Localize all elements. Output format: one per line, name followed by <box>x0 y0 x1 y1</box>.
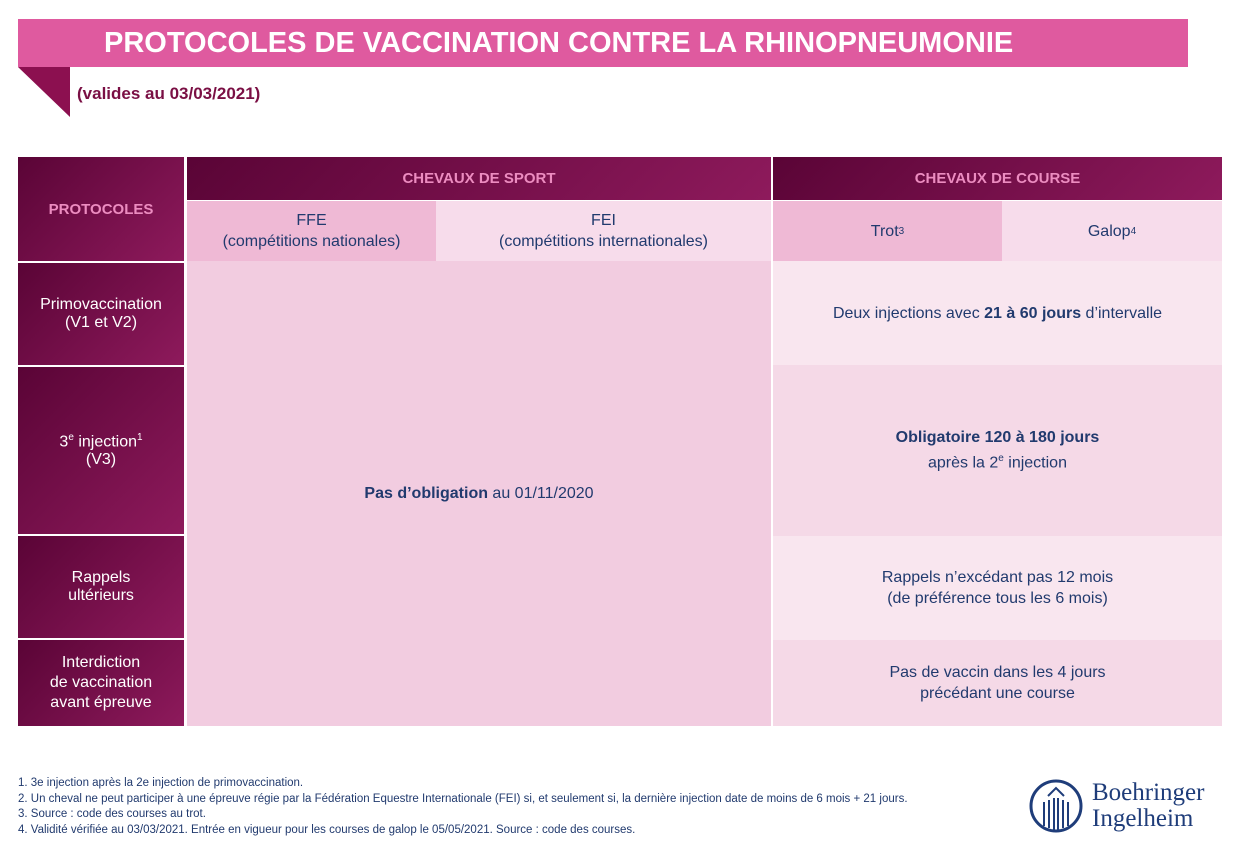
course-cell-text: Rappels n’excédant pas 12 mois <box>881 569 1114 586</box>
fei-header: FEI (compétitions internationales) <box>436 201 771 261</box>
course-cell-3e-injection: Obligatoire 120 à 180 jours après la 2e i… <box>773 365 1222 536</box>
course-cell-text: Pas de vaccin dans les 4 jours <box>889 664 1106 681</box>
row-label: Rappels <box>71 569 131 586</box>
course-cell-text: précédant une course <box>920 685 1075 702</box>
boehringer-logo: Boehringer Ingelheim <box>1028 778 1204 834</box>
row-sublabel: ultérieurs <box>68 587 134 604</box>
footnote: 3. Source : code des courses au trot. <box>18 808 206 820</box>
row-label-rappels: Rappels ultérieurs <box>18 536 184 638</box>
fei-sublabel: (compétitions internationales) <box>499 233 708 250</box>
sport-cell-text: au 01/11/2020 <box>487 485 594 502</box>
logo-text: Ingelheim <box>1092 805 1194 832</box>
row-label: 3e injection1 <box>59 431 143 451</box>
footnote: 2. Un cheval ne peut participer à une ép… <box>18 792 908 805</box>
row-label-interdiction: Interdiction de vaccination avant épreuve <box>18 640 184 726</box>
footnote-ref: 4 <box>1130 225 1137 237</box>
validity-subtitle: (valides au 03/03/2021) <box>77 84 261 103</box>
trot-label: Trot <box>870 222 899 240</box>
row-sublabel: avant épreuve <box>50 694 152 711</box>
row-label-3e-injection: 3e injection1 (V3) <box>18 367 184 534</box>
footnote: 1. 3e injection après la 2e injection de… <box>18 777 304 789</box>
title-corner-decoration <box>18 67 70 117</box>
sport-header: CHEVAUX DE SPORT <box>187 157 771 200</box>
row-label: Primovaccination <box>40 296 162 313</box>
ffe-label: FFE <box>296 212 327 229</box>
footnote-ref: 3 <box>898 225 905 237</box>
fei-label: FEI <box>591 212 616 229</box>
ffe-sublabel: (compétitions nationales) <box>222 233 401 250</box>
boehringer-emblem-icon <box>1029 779 1083 833</box>
course-cell-bold: Obligatoire 120 à 180 jours <box>895 429 1100 447</box>
row-sublabel: (V3) <box>85 451 117 469</box>
protocoles-header: PROTOCOLES <box>18 157 184 261</box>
trot-header: Trot 3 <box>773 201 1002 261</box>
page-title: PROTOCOLES DE VACCINATION CONTRE LA RHIN… <box>18 19 1188 67</box>
galop-header: Galop 4 <box>1002 201 1222 261</box>
course-cell-rappels: Rappels n’excédant pas 12 mois (de préfér… <box>773 536 1222 640</box>
sport-cell: Pas d’obligation au 01/11/2020 <box>187 261 771 726</box>
course-cell-interdiction: Pas de vaccin dans les 4 jours précédant … <box>773 640 1222 726</box>
row-sublabel: (V1 et V2) <box>64 314 138 331</box>
ffe-header: FFE (compétitions nationales) <box>187 201 436 261</box>
course-cell-text: (de préférence tous les 6 mois) <box>887 590 1108 607</box>
logo-text: Boehringer <box>1092 779 1205 806</box>
footnotes: 1. 3e injection après la 2e injection de… <box>18 776 908 838</box>
row-label: Interdiction <box>61 654 141 671</box>
course-cell-primovaccination: Deux injections avec 21 à 60 jours d’int… <box>773 261 1222 365</box>
course-header: CHEVAUX DE COURSE <box>773 157 1222 200</box>
row-label-primovaccination: Primovaccination (V1 et V2) <box>18 263 184 365</box>
sport-cell-bold: Pas d’obligation <box>364 485 488 502</box>
row-sublabel: de vaccination <box>49 674 153 691</box>
course-cell-text: après la 2e injection <box>928 453 1067 472</box>
galop-label: Galop <box>1087 222 1131 240</box>
footnote: 4. Validité vérifiée au 03/03/2021. Entr… <box>18 823 636 836</box>
